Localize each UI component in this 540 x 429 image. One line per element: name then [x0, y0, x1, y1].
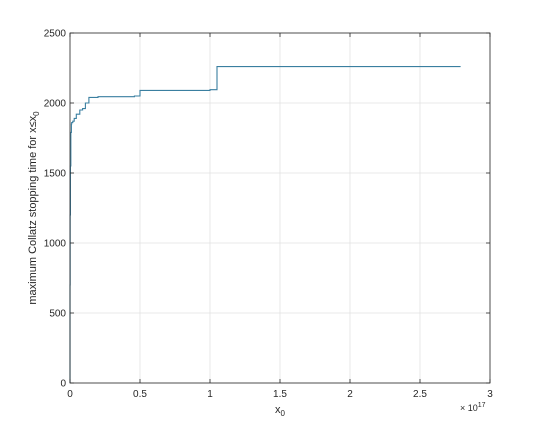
x-axis-exponent-prefix: × 10 — [460, 403, 478, 413]
y-tick-label: 2000 — [44, 99, 67, 110]
y-tick-label: 500 — [49, 309, 66, 320]
y-axis-label: maximum Collatz stopping time for x≤x0 — [27, 111, 41, 305]
x-tick-label: 2 — [347, 389, 353, 400]
labels-layer: x0 maximum Collatz stopping time for x≤x… — [27, 111, 486, 418]
x-tick-label: 1.5 — [273, 389, 287, 400]
x-axis-exponent-power: 17 — [478, 402, 486, 409]
x-axis-label-main: x — [275, 404, 281, 416]
x-axis-label: x0 — [275, 404, 286, 418]
y-tick-label: 0 — [60, 379, 66, 390]
x-tick-label: 2.5 — [413, 389, 427, 400]
x-tick-label: 1 — [207, 389, 213, 400]
x-axis-label-subscript: 0 — [281, 409, 286, 418]
series-line — [69, 66, 461, 384]
grid-layer — [69, 32, 491, 384]
x-axis-exponent: × 1017 — [460, 402, 486, 413]
y-tick-label: 1000 — [44, 239, 67, 250]
y-tick-label: 1500 — [44, 169, 67, 180]
x-tick-label: 0 — [67, 389, 73, 400]
x-tick-label: 0.5 — [133, 389, 147, 400]
x-tick-label: 3 — [487, 389, 493, 400]
y-axis-label-subscript: 0 — [32, 111, 41, 116]
y-axis-label-main: maximum Collatz stopping time for x≤x — [27, 115, 39, 304]
y-tick-label: 2500 — [44, 29, 67, 40]
ticks-layer: 0 0.5 1 1.5 2 2.5 3 0 500 1000 1500 2000 2500 — [44, 29, 493, 401]
series-layer — [69, 66, 461, 384]
